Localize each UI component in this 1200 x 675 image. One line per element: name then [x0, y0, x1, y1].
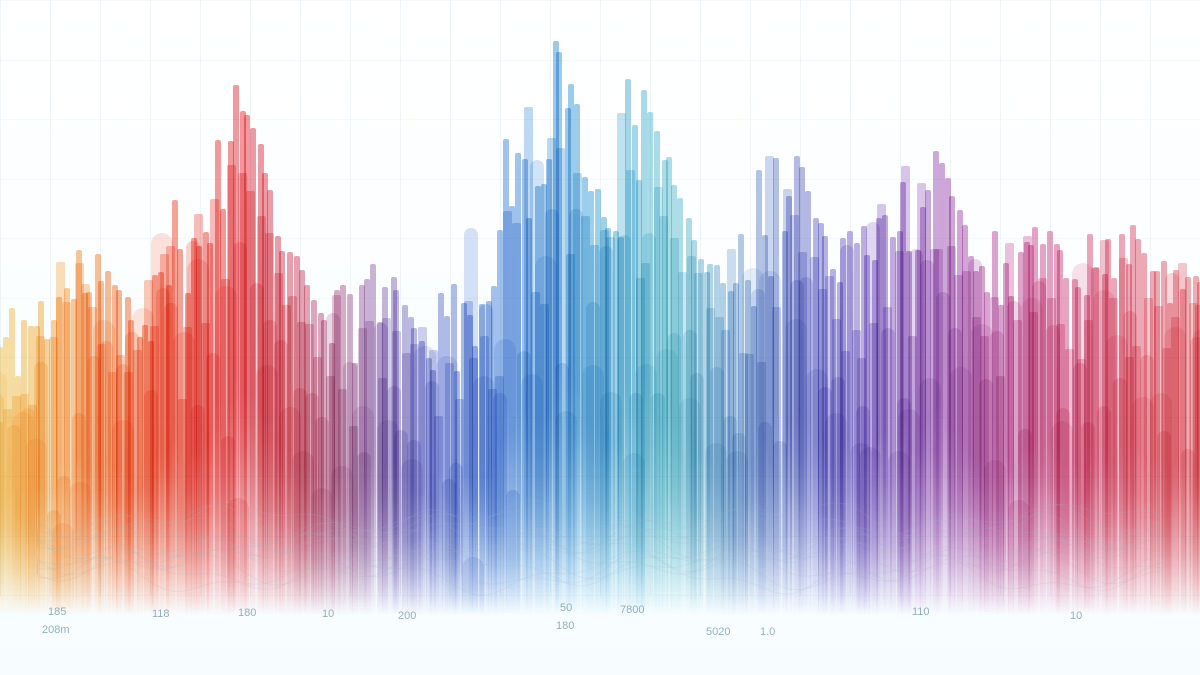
axis-label: 110	[912, 606, 930, 618]
spectrum-bar	[898, 409, 920, 615]
axis-label: 50	[560, 602, 572, 614]
axis-label: 180	[238, 607, 256, 619]
spectrum-bar	[656, 349, 678, 615]
spectrum-bar	[950, 367, 972, 615]
gridline-h	[0, 0, 1200, 1]
spectrum-bar	[256, 365, 278, 615]
spectrum-bar	[311, 488, 333, 615]
gridline-h	[0, 179, 1200, 180]
spectrum-bar	[859, 447, 881, 615]
axis-label: 10	[1070, 610, 1082, 622]
axis-label: 118	[152, 608, 170, 620]
spectrum-bar	[679, 398, 701, 615]
spectrum-bar	[1106, 335, 1128, 615]
axis-label: 10	[322, 608, 334, 620]
spectrum-bar	[473, 376, 495, 615]
axis-label: 185	[48, 606, 66, 618]
spectrum-bar	[414, 346, 436, 615]
spectrum-bar	[352, 406, 374, 615]
spectrum-bar	[25, 439, 47, 615]
spectrum-bar	[0, 371, 7, 615]
spectrum-bar	[112, 420, 134, 615]
axis-label: 200	[398, 610, 416, 622]
spectrum-bar	[919, 378, 941, 615]
spectrum-bar	[227, 498, 249, 615]
spectrum-bar	[331, 466, 353, 615]
axis-label: 1.0	[760, 626, 775, 638]
axis-label: 208m	[42, 624, 70, 636]
spectrum-bar	[1072, 263, 1094, 615]
spectrum-bar	[436, 356, 458, 615]
spectrum-bar	[759, 271, 781, 615]
spectrum-bar	[825, 413, 847, 615]
spectrum-bar	[600, 392, 622, 616]
gridline-h	[0, 119, 1200, 120]
spectrum-bar	[494, 339, 516, 615]
axis-label: 180	[556, 620, 574, 632]
spectrum-bar	[187, 259, 209, 615]
spectrum-chart: 185 208m 118 180 10 200 50 180 7800 5020 1.0 110 10	[0, 0, 1200, 675]
spectrum-bar	[705, 443, 727, 615]
spectrum-bar	[984, 460, 1006, 615]
spectrum-bar	[1192, 329, 1200, 615]
gridline-h	[0, 60, 1200, 61]
spectrum-bar	[377, 420, 399, 615]
axis-label: 5020	[706, 626, 730, 638]
spectrum-bar	[1164, 327, 1186, 615]
spectrum-bar	[151, 233, 173, 615]
spectrum-bar	[555, 411, 577, 615]
spectrum-bar	[635, 364, 657, 615]
spectrum-bar	[1021, 298, 1043, 615]
spectrum-bar	[1051, 421, 1073, 615]
axis-label: 7800	[620, 604, 644, 616]
spectrum-bar	[69, 482, 91, 615]
spectrum-bar	[785, 319, 807, 615]
